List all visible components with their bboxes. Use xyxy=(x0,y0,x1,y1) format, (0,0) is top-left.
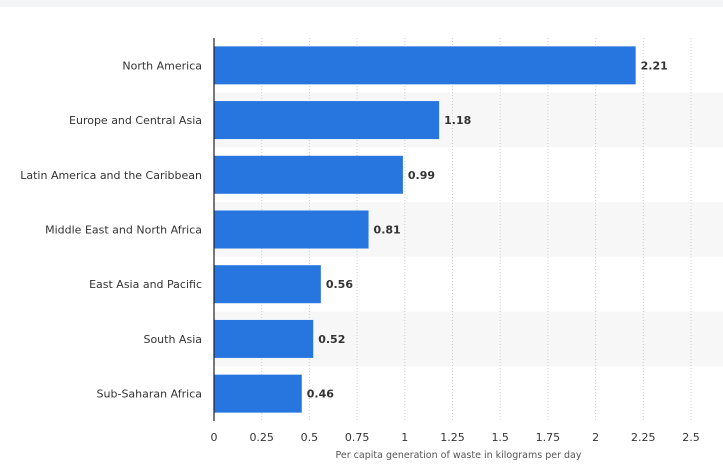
category-label: Sub-Saharan Africa xyxy=(97,388,202,401)
x-tick-label: 0.75 xyxy=(345,431,370,444)
x-tick-label: 1.5 xyxy=(491,431,509,444)
x-tick-label: 0.25 xyxy=(249,431,274,444)
value-labels: 2.21 1.18 0.99 0.81 0.56 0.52 0.46 xyxy=(307,59,668,400)
x-tick-label: 2.5 xyxy=(682,431,700,444)
bar xyxy=(214,101,440,140)
x-tick-label: 0 xyxy=(211,431,218,444)
bar xyxy=(214,155,403,194)
bar xyxy=(214,210,369,249)
value-label: 0.81 xyxy=(374,224,401,237)
x-tick-label: 1.75 xyxy=(536,431,561,444)
value-label: 0.52 xyxy=(318,333,345,346)
bar xyxy=(214,374,302,413)
x-axis-title: Per capita generation of waste in kilogr… xyxy=(336,450,582,461)
bar xyxy=(214,46,636,85)
top-strip xyxy=(0,0,723,7)
bar xyxy=(214,319,314,358)
x-tick-label: 2 xyxy=(592,431,599,444)
category-label: North America xyxy=(122,59,202,72)
x-tick-label: 1.25 xyxy=(440,431,465,444)
value-label: 0.56 xyxy=(326,278,353,291)
x-tick-label: 2.25 xyxy=(631,431,656,444)
value-label: 0.99 xyxy=(408,169,435,182)
category-label: East Asia and Pacific xyxy=(89,278,202,291)
category-label: Latin America and the Caribbean xyxy=(20,169,202,182)
value-label: 2.21 xyxy=(641,59,668,72)
category-label: South Asia xyxy=(143,333,202,346)
value-label: 0.46 xyxy=(307,388,334,401)
bars xyxy=(214,46,636,413)
value-label: 1.18 xyxy=(444,114,471,127)
category-label: Middle East and North Africa xyxy=(45,224,202,237)
x-tick-labels: 0 0.25 0.5 0.75 1 1.25 1.5 1.75 2 2.25 2.5 xyxy=(211,431,700,444)
category-labels: North America Europe and Central Asia Lati… xyxy=(20,59,202,400)
bar xyxy=(214,265,321,304)
x-tick-label: 1 xyxy=(401,431,408,444)
x-tick-label: 0.5 xyxy=(301,431,319,444)
category-label: Europe and Central Asia xyxy=(69,114,202,127)
